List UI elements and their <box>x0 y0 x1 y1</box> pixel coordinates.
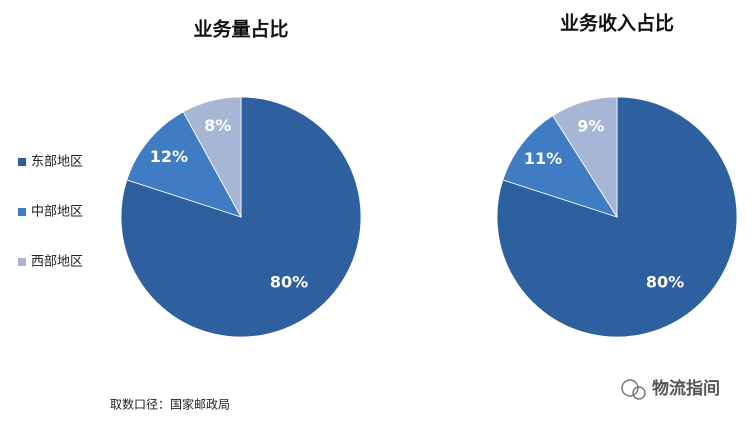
legend-label: 东部地区 <box>31 155 83 170</box>
legend-swatch <box>18 158 26 166</box>
data-label: 8% <box>204 116 231 135</box>
chart-title: 业务量占比 <box>193 18 288 41</box>
data-label: 9% <box>577 117 604 136</box>
legend-swatch <box>18 208 26 216</box>
source-note: 取数口径：国家邮政局 <box>110 397 230 412</box>
pie-slice <box>182 96 242 218</box>
data-label: 80% <box>270 273 308 292</box>
pie-slice <box>552 96 618 219</box>
chart-title: 业务收入占比 <box>560 12 674 35</box>
legend-label: 西部地区 <box>31 255 83 270</box>
legend-swatch <box>18 258 26 266</box>
pie-slice <box>126 111 242 218</box>
data-label: 12% <box>150 147 188 166</box>
watermark: 物流指间 <box>652 378 720 399</box>
legend-label: 中部地区 <box>31 205 83 220</box>
data-label: 80% <box>646 273 684 292</box>
pie-slice <box>502 115 618 218</box>
data-label: 11% <box>524 149 562 168</box>
watermark-icon <box>621 379 646 400</box>
